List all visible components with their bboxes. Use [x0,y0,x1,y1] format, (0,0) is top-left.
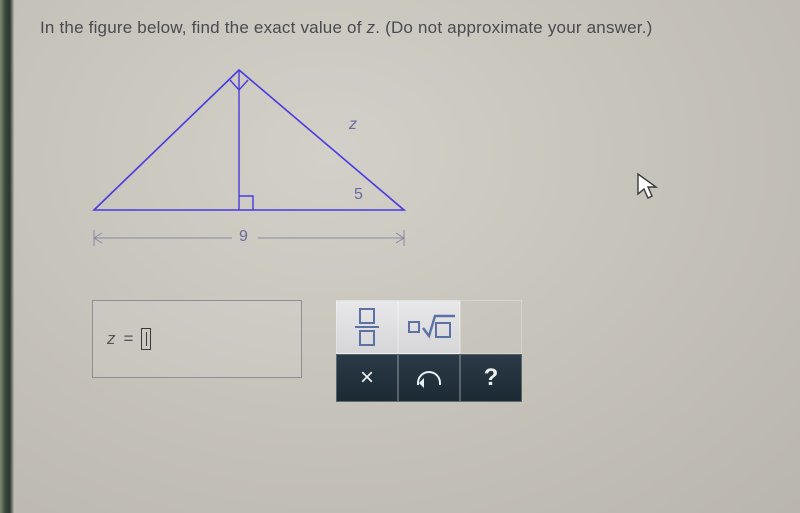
undo-icon [417,371,441,385]
toolbar-spacer [460,300,522,354]
question-prefix: In the figure below, find the exact valu… [40,18,367,37]
label-9: 9 [239,228,248,246]
clear-icon: × [360,364,374,392]
clear-button[interactable]: × [336,354,398,402]
sqrt-icon [408,314,451,340]
window-edge [0,0,14,513]
question-text: In the figure below, find the exact valu… [40,18,790,38]
question-variable: z [367,18,376,37]
answer-cursor[interactable] [141,328,151,350]
triangle-figure: z 5 9 [94,70,434,260]
help-button[interactable]: ? [460,354,522,402]
problem-panel: In the figure below, find the exact valu… [14,0,800,513]
help-icon: ? [484,364,499,392]
equals-sign: = [124,329,134,349]
undo-button[interactable] [398,354,460,402]
triangle-svg [94,70,434,260]
label-z: z [349,116,357,134]
right-angle-foot [239,196,253,210]
label-5: 5 [354,186,363,204]
fraction-icon [355,308,379,346]
answer-row: z = × [92,300,522,402]
answer-variable: z [107,329,116,349]
fraction-button[interactable] [336,300,398,354]
sqrt-button[interactable] [398,300,460,354]
math-toolbar: × ? [336,300,522,402]
question-suffix: . (Do not approximate your answer.) [375,18,652,37]
answer-input-box[interactable]: z = [92,300,302,378]
